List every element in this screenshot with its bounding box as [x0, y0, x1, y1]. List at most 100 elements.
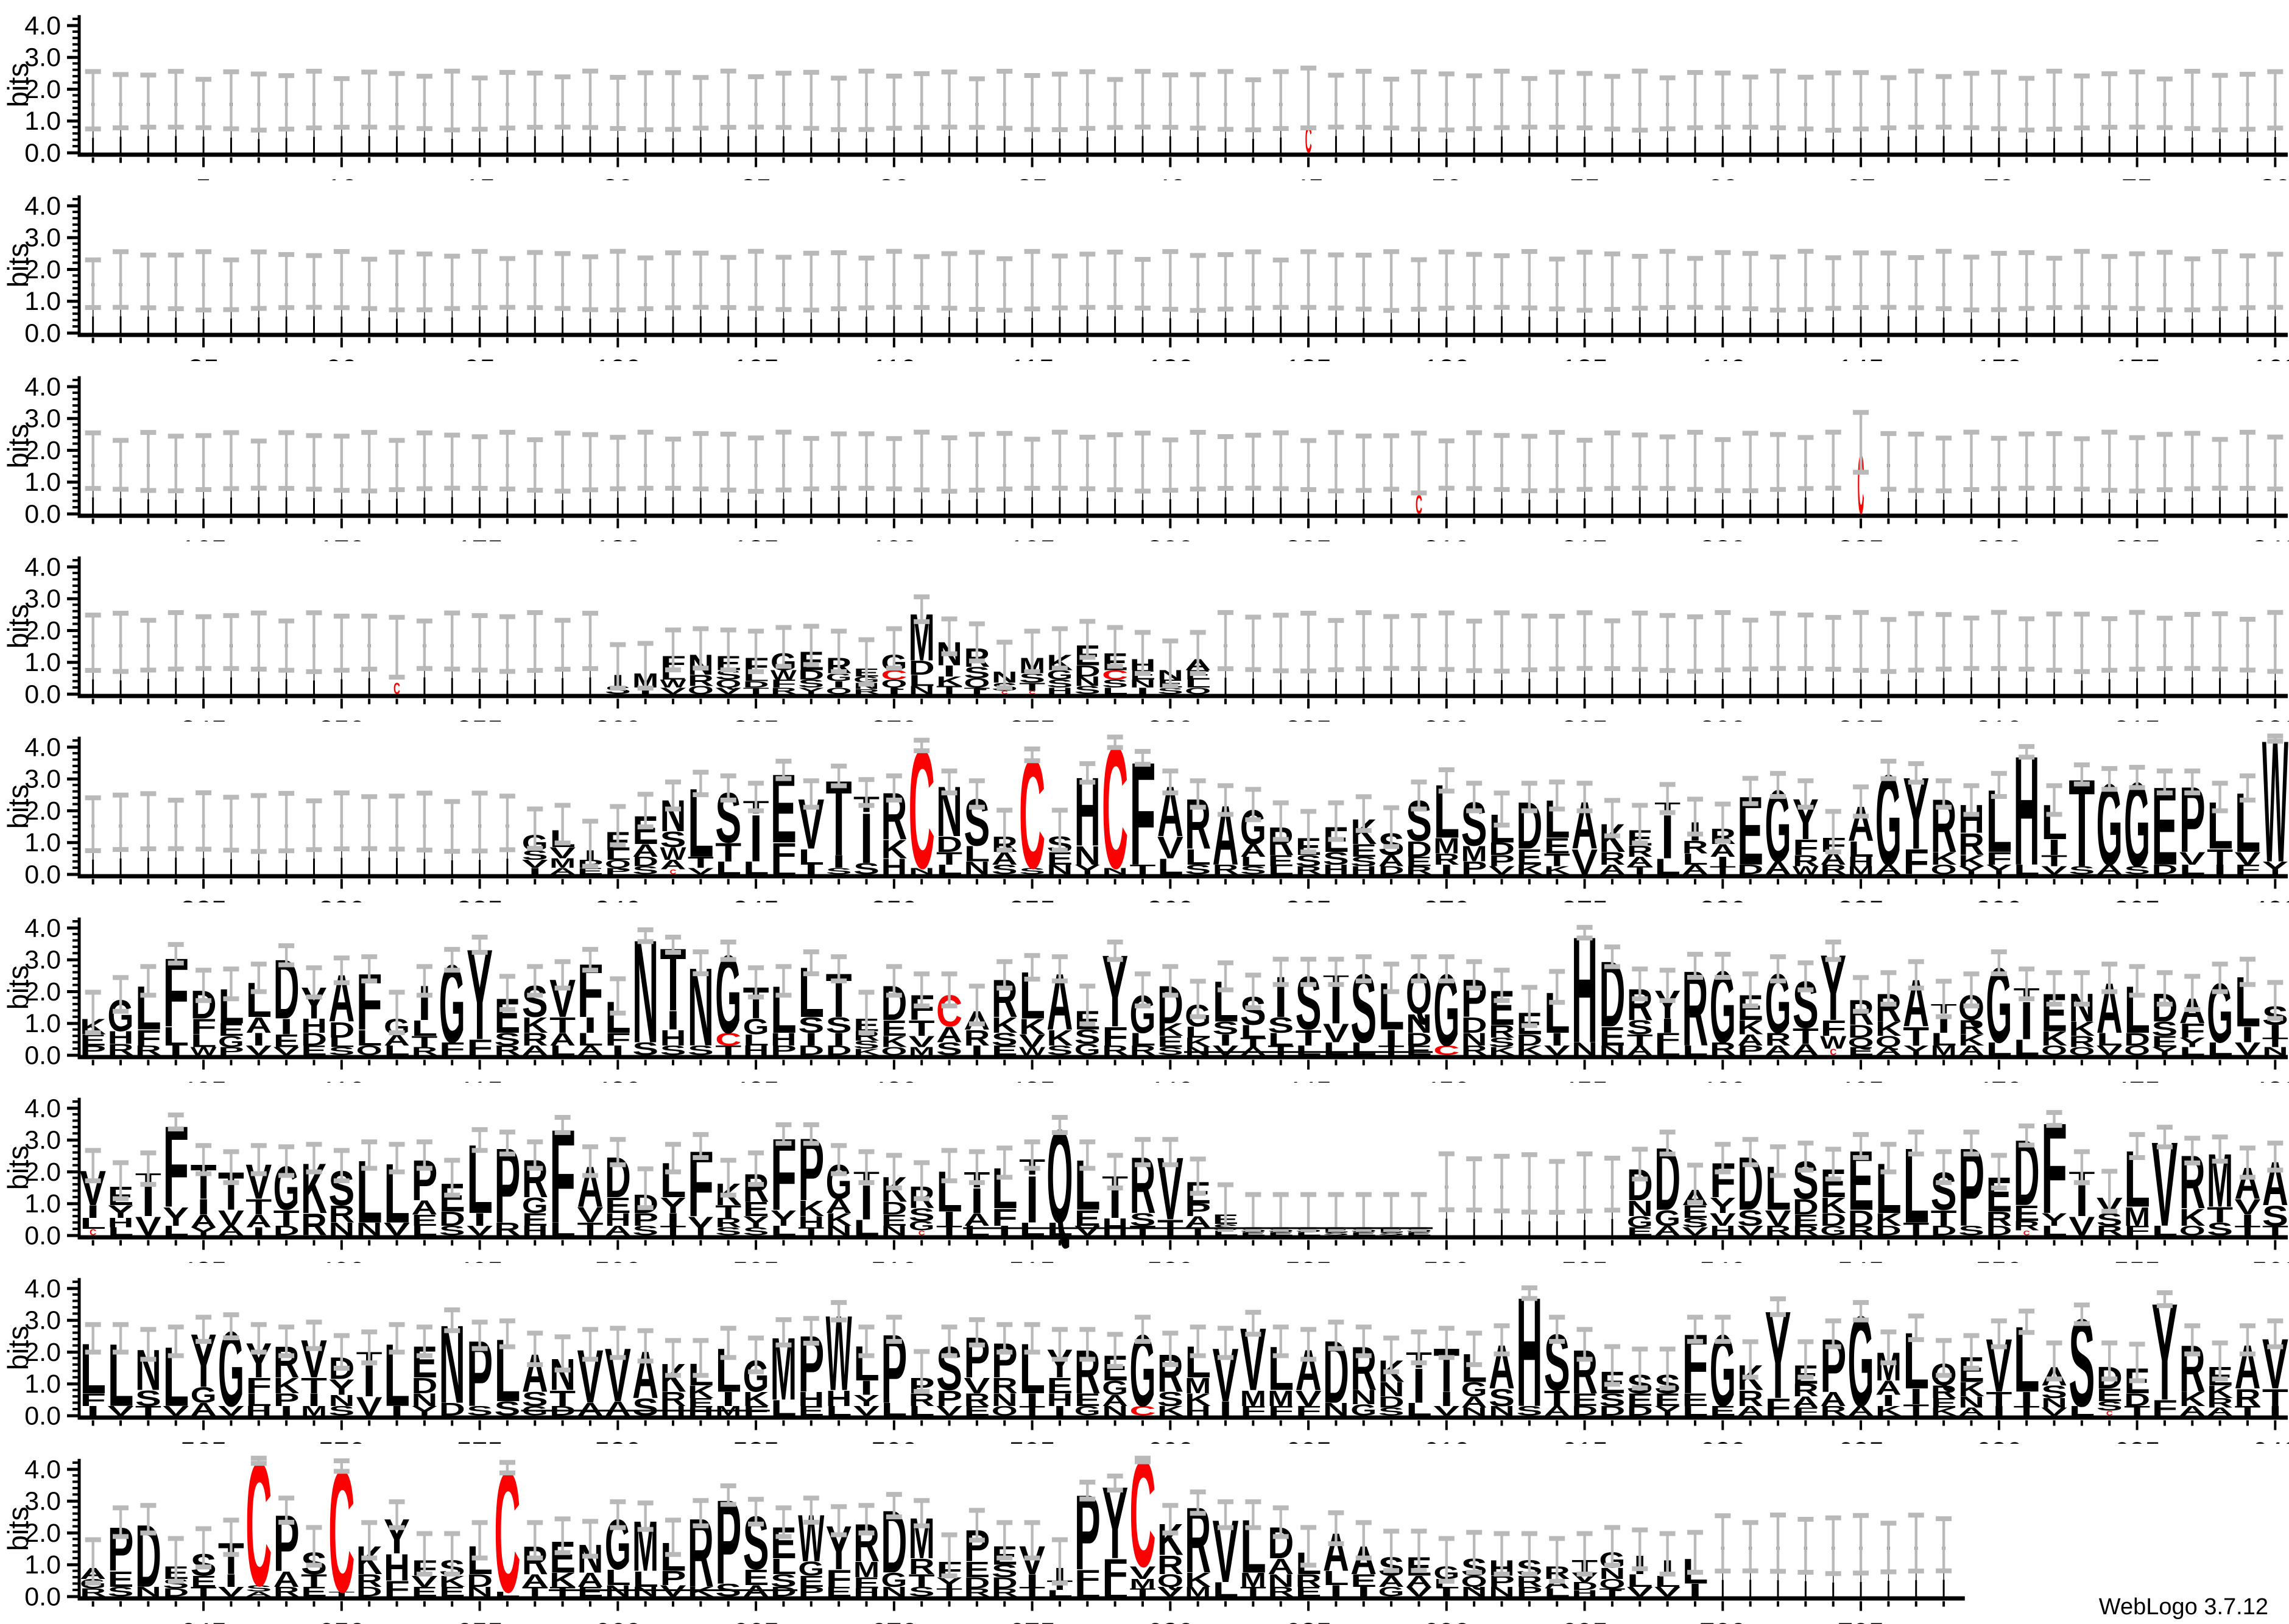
- error-bar: [948, 1150, 951, 1181]
- residual-mark: [1777, 136, 1779, 153]
- x-tick: [1832, 1060, 1835, 1066]
- residual-mark: [534, 679, 536, 694]
- logo-letter: E: [688, 1396, 714, 1411]
- error-bar: [561, 619, 564, 670]
- x-tick: [257, 698, 260, 705]
- error-bar-cap: [2212, 666, 2228, 672]
- residual-mark: [1611, 318, 1614, 333]
- logo-letter: Y: [2151, 1045, 2178, 1057]
- error-bar-cap: [333, 124, 350, 130]
- x-tick: [1196, 1060, 1199, 1066]
- x-tick: [1279, 698, 1282, 705]
- logo-letter: D: [1406, 1029, 1432, 1049]
- error-bar: [699, 1340, 702, 1376]
- error-bar-cap: [914, 429, 930, 435]
- x-tick-label: 210: [1423, 534, 1470, 541]
- residual-mark: [727, 317, 730, 333]
- x-tick: [1058, 879, 1061, 885]
- error-bar-cap: [1411, 806, 1427, 812]
- x-tick: [202, 157, 205, 167]
- residual-mark: [1998, 318, 2000, 333]
- logo-letter: L: [384, 1042, 410, 1058]
- residual-mark: [147, 136, 149, 153]
- error-bar-cap: [1355, 124, 1372, 130]
- error-bar-cap: [693, 305, 709, 311]
- error-bar-cap: [582, 611, 598, 616]
- error-bar-cap: [748, 669, 764, 675]
- residual-mark: [1694, 680, 1696, 694]
- x-tick: [1997, 157, 2000, 167]
- error-bar: [506, 1131, 509, 1155]
- logo-letter: A: [549, 866, 576, 876]
- error-bar-cap: [2073, 611, 2090, 617]
- error-bar-cap: [665, 1142, 682, 1147]
- error-bar-cap: [2129, 963, 2145, 969]
- x-tick: [230, 1240, 233, 1246]
- residual-mark: [423, 859, 426, 874]
- logo-letter: D: [1516, 1032, 1542, 1049]
- error-bar-cap: [1632, 306, 1648, 311]
- x-tick-label: 85: [188, 354, 219, 361]
- logo-letter: S: [688, 1042, 714, 1058]
- logo-letter: S: [1185, 862, 1211, 877]
- error-bar-cap: [2019, 1142, 2035, 1148]
- error-bar-cap: [803, 1316, 819, 1321]
- error-bar: [423, 76, 426, 129]
- error-bar-cap: [85, 69, 101, 74]
- error-bar-cap: [2129, 1155, 2145, 1160]
- error-bar-cap: [1770, 978, 1786, 983]
- error-bar-cap: [2267, 305, 2284, 311]
- x-tick: [838, 1420, 841, 1426]
- residual-mark: [2025, 317, 2028, 333]
- error-bar: [1362, 1326, 1365, 1356]
- x-tick-label: 80: [2260, 173, 2289, 180]
- logo-letter: R: [328, 1201, 354, 1228]
- error-bar-cap: [1272, 956, 1289, 961]
- error-bar-cap: [196, 249, 212, 255]
- error-bar: [1693, 72, 1697, 128]
- logo-letter: L: [1102, 686, 1128, 695]
- residual-mark: [1252, 138, 1254, 153]
- error-bar-cap: [1300, 1357, 1317, 1362]
- error-bar-cap: [968, 1317, 985, 1323]
- y-tick: [67, 841, 80, 845]
- error-bar-cap: [113, 975, 129, 980]
- error-bar-cap: [2267, 1167, 2284, 1173]
- error-bar-cap: [416, 790, 432, 796]
- error-bar-cap: [1521, 1209, 1537, 1215]
- logo-row-9: 0.01.02.03.04.0bitsRGASEPNDDSE645TESVITA…: [2, 1444, 1965, 1624]
- logo-letter: N: [1571, 1039, 1598, 1059]
- error-bar: [1832, 810, 1835, 852]
- logo-letter: I: [2268, 1021, 2282, 1041]
- x-tick: [920, 1420, 923, 1426]
- x-tick: [865, 518, 868, 524]
- error-bar: [2163, 251, 2167, 311]
- error-bar-cap: [1991, 1185, 2007, 1190]
- error-bar-cap: [1079, 619, 1096, 624]
- y-tick-label: 1.0: [24, 1189, 61, 1218]
- x-tick: [174, 157, 177, 163]
- error-bar-cap: [223, 1552, 239, 1557]
- error-bar: [754, 630, 758, 672]
- error-bar-cap: [1272, 668, 1289, 673]
- logo-letter: F: [1296, 1404, 1322, 1419]
- logo-letter: I: [832, 852, 845, 872]
- x-tick: [1362, 1420, 1365, 1426]
- y-axis: [77, 737, 81, 874]
- x-tick: [1390, 879, 1393, 885]
- logo-letter: V: [245, 1042, 272, 1058]
- error-bar-cap: [333, 955, 350, 960]
- logo-letter: T: [2207, 1203, 2233, 1228]
- x-tick: [2080, 1420, 2083, 1426]
- error-bar: [478, 614, 481, 670]
- residual-mark: [479, 497, 481, 514]
- y-tick-label: 1.0: [24, 1370, 61, 1399]
- error-bar-cap: [1245, 1310, 1261, 1315]
- error-bar-cap: [1272, 1324, 1289, 1330]
- error-bar-cap: [140, 72, 157, 78]
- x-tick: [147, 337, 150, 343]
- error-bar: [1307, 440, 1310, 490]
- x-tick: [755, 1240, 758, 1250]
- error-bar-cap: [610, 486, 626, 491]
- logo-letter: S: [2041, 1382, 2067, 1402]
